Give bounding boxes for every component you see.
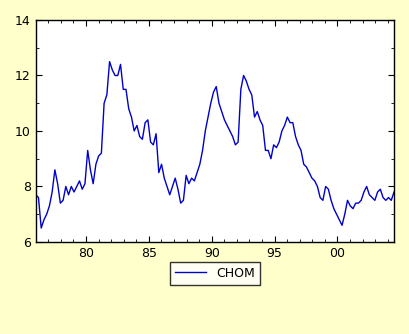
Legend: CHOM: CHOM bbox=[170, 262, 260, 285]
